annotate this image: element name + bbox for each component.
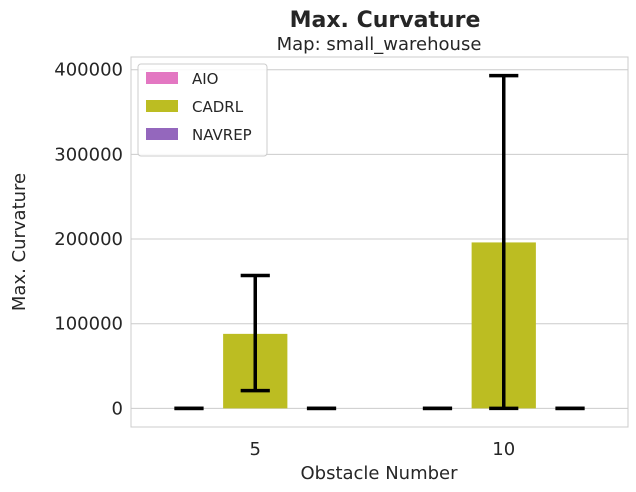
- y-tick-label: 300000: [54, 144, 123, 165]
- legend-swatch-cadrl: [146, 100, 178, 112]
- chart-subtitle: Map: small_warehouse: [277, 34, 482, 55]
- x-tick-labels: 5 10: [250, 439, 516, 460]
- legend-label-aio: AIO: [192, 70, 219, 88]
- y-tick-label: 400000: [54, 60, 123, 81]
- x-tick-label: 5: [250, 439, 261, 460]
- y-tick-labels: 0 100000 200000 300000 400000: [54, 60, 123, 420]
- legend: AIO CADRL NAVREP: [137, 63, 268, 157]
- x-tick-label: 10: [492, 439, 515, 460]
- x-axis-label: Obstacle Number: [300, 463, 458, 484]
- legend-label-cadrl: CADRL: [192, 98, 244, 116]
- chart-title: Max. Curvature: [290, 8, 481, 33]
- legend-label-navrep: NAVREP: [192, 126, 252, 144]
- error-bars: [174, 73, 585, 411]
- y-tick-label: 100000: [54, 314, 123, 335]
- y-axis-label: Max. Curvature: [9, 173, 30, 311]
- legend-swatch-navrep: [146, 128, 178, 140]
- y-tick-label: 200000: [54, 229, 123, 250]
- legend-swatch-aio: [146, 72, 178, 84]
- y-tick-label: 0: [112, 398, 123, 419]
